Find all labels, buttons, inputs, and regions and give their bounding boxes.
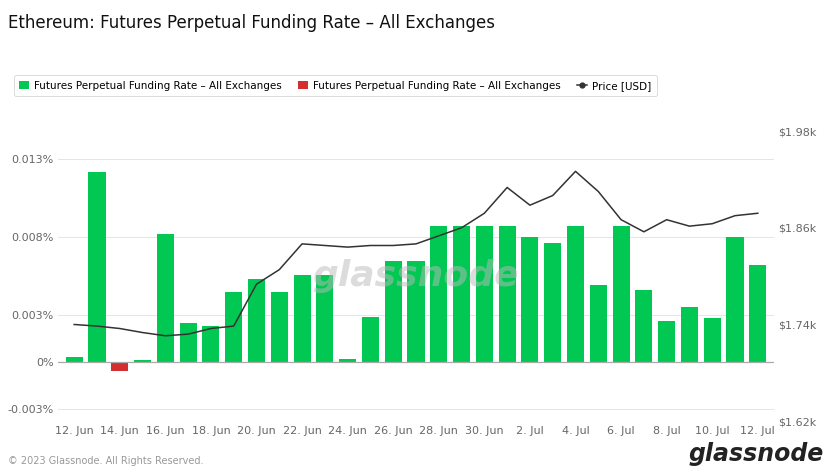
Bar [362,317,379,362]
Bar [612,226,630,362]
Text: Ethereum: Futures Perpetual Funding Rate – All Exchanges: Ethereum: Futures Perpetual Funding Rate… [8,14,495,32]
Bar [66,357,82,362]
Text: glassnode: glassnode [313,259,519,293]
Bar [544,243,562,362]
Bar [453,226,470,362]
Bar [202,326,220,362]
Bar [134,360,151,362]
Bar [225,292,242,362]
Bar [111,362,128,371]
Bar [294,275,310,362]
Bar [88,172,106,362]
Bar [248,279,265,362]
Bar [316,275,334,362]
Bar [681,307,698,362]
Bar [476,226,493,362]
Bar [384,261,402,362]
Text: glassnode: glassnode [688,442,824,466]
Bar [636,290,652,362]
Bar [704,318,721,362]
Bar [270,292,288,362]
Bar [498,226,516,362]
Bar [180,323,196,362]
Bar [726,237,744,362]
Bar [339,359,356,362]
Bar [522,237,538,362]
Bar [156,234,174,362]
Legend: Futures Perpetual Funding Rate – All Exchanges, Futures Perpetual Funding Rate –: Futures Perpetual Funding Rate – All Exc… [13,75,656,96]
Text: © 2023 Glassnode. All Rights Reserved.: © 2023 Glassnode. All Rights Reserved. [8,456,204,466]
Bar [750,265,766,362]
Bar [567,226,584,362]
Bar [430,226,448,362]
Bar [408,261,424,362]
Bar [658,322,676,362]
Bar [590,285,607,362]
